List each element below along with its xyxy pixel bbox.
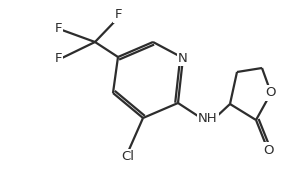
Text: O: O [263, 143, 273, 156]
Text: F: F [54, 51, 62, 64]
Text: Cl: Cl [122, 150, 134, 163]
Text: F: F [54, 22, 62, 35]
Text: F: F [114, 9, 122, 22]
Text: NH: NH [198, 111, 218, 124]
Text: N: N [178, 51, 188, 64]
Text: O: O [266, 87, 276, 100]
